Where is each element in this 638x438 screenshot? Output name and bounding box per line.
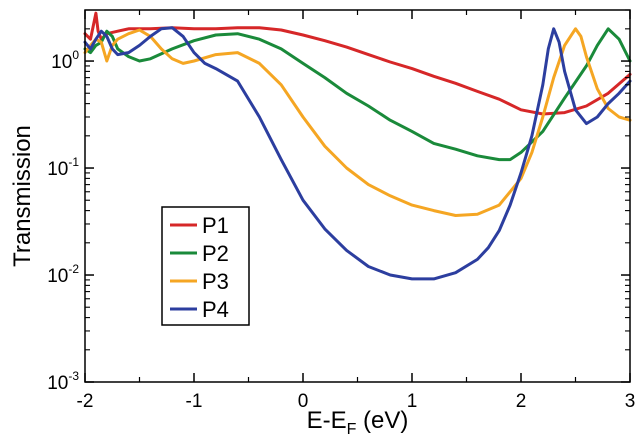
series-line-p2 <box>83 27 632 162</box>
plot-frame <box>84 9 631 383</box>
legend-box <box>161 206 250 326</box>
y-tick-label: 10-1 <box>47 155 79 180</box>
y-axis-title: Transmission <box>9 125 36 267</box>
legend-label-p1: P1 <box>202 213 229 238</box>
y-tick-label: 10-3 <box>47 369 79 394</box>
x-tick-label: 1 <box>407 391 418 412</box>
x-axis-title: E-EF (eV) <box>307 407 409 438</box>
legend-label-p3: P3 <box>202 269 229 294</box>
y-tick-label: 10-2 <box>47 262 79 287</box>
y-tick-label: 100 <box>51 48 79 73</box>
series-line-p4 <box>83 26 632 281</box>
legend-label-p4: P4 <box>202 297 229 322</box>
x-tick-label: 0 <box>298 391 309 412</box>
series-line-p3 <box>83 27 632 217</box>
legend-label-p2: P2 <box>202 241 229 266</box>
x-tick-label: -1 <box>186 391 203 412</box>
x-tick-label: 3 <box>625 391 636 412</box>
x-tick-label: -2 <box>77 391 94 412</box>
x-tick-label: 2 <box>516 391 527 412</box>
ticks-layer <box>84 9 631 383</box>
series-layer <box>83 11 632 281</box>
legend: P1 P2 P3 P4 <box>161 206 250 326</box>
labels-layer: -2 -1 0 1 2 3 10-3 10-2 10-1 100 E-EF (eV) Transmis… <box>9 48 635 438</box>
